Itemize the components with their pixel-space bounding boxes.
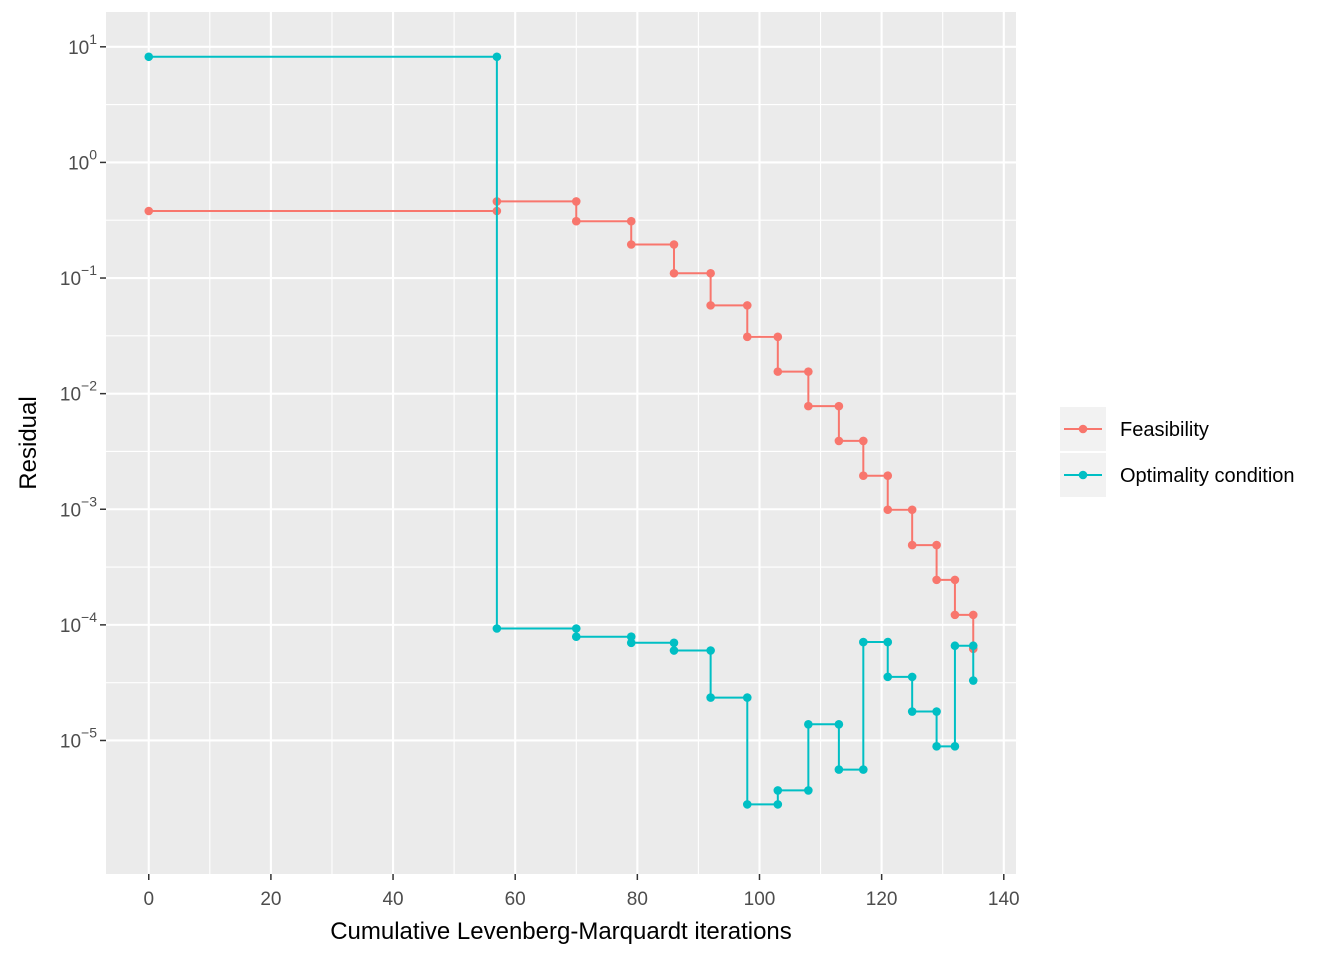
y-tick-label: 10−4 bbox=[60, 609, 97, 637]
data-point-optimality bbox=[626, 638, 636, 648]
data-point-optimality bbox=[669, 646, 679, 655]
data-point-optimality bbox=[706, 693, 715, 702]
y-axis: 101 100 10−1 10−2 10−3 10−4 10−5 bbox=[60, 31, 106, 752]
data-point-optimality bbox=[804, 720, 813, 729]
data-point-optimality bbox=[742, 800, 752, 809]
y-axis-title: Residual bbox=[15, 396, 42, 489]
series-feasibility bbox=[144, 197, 978, 654]
x-tick-label: 40 bbox=[382, 889, 403, 910]
data-point-feasibility bbox=[571, 197, 581, 206]
data-point-optimality bbox=[968, 676, 978, 685]
plot-panel bbox=[106, 12, 1016, 874]
data-point-optimality bbox=[742, 693, 752, 702]
data-point-feasibility bbox=[706, 301, 715, 310]
x-tick-label: 0 bbox=[143, 889, 154, 910]
x-tick-label: 80 bbox=[627, 889, 648, 910]
y-tick-label: 10−5 bbox=[60, 724, 97, 752]
data-point-feasibility bbox=[968, 610, 978, 620]
data-point-feasibility bbox=[932, 575, 941, 585]
y-tick-label: 101 bbox=[68, 31, 97, 59]
data-point-optimality bbox=[883, 672, 893, 682]
data-point-feasibility bbox=[669, 268, 679, 278]
data-point-optimality bbox=[571, 632, 581, 642]
legend-point-feasibility bbox=[1078, 424, 1088, 434]
data-point-optimality bbox=[950, 641, 960, 651]
data-point-optimality bbox=[859, 765, 868, 774]
data-point-feasibility bbox=[883, 505, 893, 515]
data-point-feasibility bbox=[883, 471, 893, 481]
data-point-optimality bbox=[907, 672, 917, 682]
data-point-feasibility bbox=[950, 610, 960, 620]
data-point-feasibility bbox=[907, 505, 917, 515]
data-point-feasibility bbox=[626, 240, 636, 249]
data-point-feasibility bbox=[669, 240, 679, 249]
data-point-feasibility bbox=[706, 268, 715, 278]
data-point-optimality bbox=[706, 646, 715, 655]
data-point-optimality bbox=[834, 765, 844, 774]
data-point-optimality bbox=[804, 786, 813, 795]
y-tick-label: 100 bbox=[68, 146, 97, 174]
data-point-feasibility bbox=[859, 471, 868, 481]
y-tick-label: 10−3 bbox=[60, 493, 97, 521]
data-point-feasibility bbox=[932, 540, 941, 550]
data-point-feasibility bbox=[907, 540, 917, 550]
x-tick-label: 20 bbox=[260, 889, 281, 910]
x-tick-label: 140 bbox=[988, 889, 1020, 910]
data-point-feasibility bbox=[804, 401, 813, 411]
x-axis-title: Cumulative Levenberg-Marquardt iteration… bbox=[330, 918, 792, 945]
data-point-feasibility bbox=[742, 332, 752, 342]
data-point-feasibility bbox=[571, 216, 581, 226]
data-point-optimality bbox=[907, 707, 917, 716]
x-tick-label: 120 bbox=[866, 889, 898, 910]
grid-major bbox=[106, 12, 1016, 874]
y-tick-label: 10−1 bbox=[60, 262, 97, 290]
data-point-feasibility bbox=[859, 436, 868, 446]
data-point-feasibility bbox=[950, 575, 960, 585]
x-tick-label: 100 bbox=[744, 889, 776, 910]
data-point-optimality bbox=[834, 720, 844, 729]
data-point-optimality bbox=[859, 637, 868, 647]
data-point-feasibility bbox=[834, 436, 844, 446]
data-point-optimality bbox=[492, 52, 502, 62]
x-axis: 0 20 40 60 80 100 120 140 bbox=[143, 874, 1020, 910]
legend-label-feasibility: Feasibility bbox=[1120, 419, 1209, 441]
series-layer bbox=[144, 52, 978, 809]
x-tick-label: 60 bbox=[505, 889, 526, 910]
data-point-optimality bbox=[932, 742, 941, 751]
data-point-optimality bbox=[883, 637, 893, 647]
data-point-optimality bbox=[968, 641, 978, 651]
data-point-optimality bbox=[144, 52, 154, 62]
y-tick-label: 10−2 bbox=[60, 378, 97, 406]
data-point-feasibility bbox=[773, 367, 783, 376]
legend-point-optimality bbox=[1078, 470, 1088, 480]
data-point-feasibility bbox=[804, 367, 813, 376]
data-point-feasibility bbox=[626, 216, 636, 226]
data-point-feasibility bbox=[834, 401, 844, 411]
data-point-feasibility bbox=[773, 332, 783, 342]
legend: Feasibility Optimality condition bbox=[1060, 407, 1295, 497]
data-point-optimality bbox=[571, 624, 581, 633]
data-point-feasibility bbox=[144, 206, 154, 216]
legend-label-optimality: Optimality condition bbox=[1120, 465, 1295, 487]
data-point-optimality bbox=[492, 624, 502, 633]
data-point-optimality bbox=[773, 800, 783, 809]
data-point-feasibility bbox=[742, 301, 752, 310]
data-point-optimality bbox=[669, 638, 679, 648]
data-point-optimality bbox=[932, 707, 941, 716]
grid-minor bbox=[106, 12, 1016, 874]
data-point-optimality bbox=[950, 742, 960, 751]
data-point-optimality bbox=[773, 786, 783, 795]
series-optimality bbox=[144, 52, 978, 809]
data-point-optimality bbox=[626, 632, 636, 642]
